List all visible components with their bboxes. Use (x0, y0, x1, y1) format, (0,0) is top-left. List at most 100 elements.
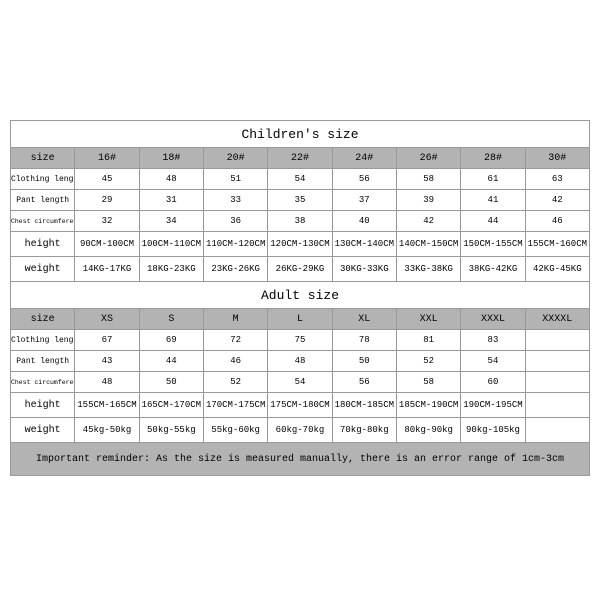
a-w-2: 55kg-60kg (203, 418, 267, 443)
c-ht-3: 120CM-130CM (268, 232, 332, 257)
c-cl-2: 51 (203, 169, 267, 190)
children-weight-label: weight (11, 257, 75, 282)
a-cl-3: 75 (268, 330, 332, 351)
c-ht-5: 140CM-150CM (396, 232, 460, 257)
reminder-row: Important reminder: As the size is measu… (11, 443, 590, 476)
c-ht-6: 150CM-155CM (461, 232, 525, 257)
a-ch-1: 50 (139, 372, 203, 393)
a-w-0: 45kg-50kg (75, 418, 139, 443)
a-ht-2: 170CM-175CM (203, 393, 267, 418)
c-ch-5: 42 (396, 211, 460, 232)
children-pant-row: Pant length 29 31 33 35 37 39 41 42 (11, 190, 590, 211)
c-cl-0: 45 (75, 169, 139, 190)
a-p-5: 52 (396, 351, 460, 372)
c-ch-0: 32 (75, 211, 139, 232)
children-size-label: size (11, 148, 75, 169)
adult-chest-row: Chest circumference 1/2 48 50 52 54 56 5… (11, 372, 590, 393)
a-ht-5: 185CM-190CM (396, 393, 460, 418)
c-h-5: 26# (396, 148, 460, 169)
a-w-4: 70kg-80kg (332, 418, 396, 443)
c-p-6: 41 (461, 190, 525, 211)
size-table: Children's size size 16# 18# 20# 22# 24#… (10, 120, 590, 476)
children-header: size 16# 18# 20# 22# 24# 26# 28# 30# (11, 148, 590, 169)
a-w-1: 50kg-55kg (139, 418, 203, 443)
children-weight-row: weight 14KG-17KG 18KG-23KG 23KG-26KG 26K… (11, 257, 590, 282)
c-w-3: 26KG-29KG (268, 257, 332, 282)
a-h-0: XS (75, 309, 139, 330)
adult-clothing-label: Clothing length (11, 330, 75, 351)
adult-height-row: height 155CM-165CM 165CM-170CM 170CM-175… (11, 393, 590, 418)
a-w-5: 80kg-90kg (396, 418, 460, 443)
c-h-4: 24# (332, 148, 396, 169)
c-cl-5: 58 (396, 169, 460, 190)
a-p-0: 43 (75, 351, 139, 372)
a-h-3: L (268, 309, 332, 330)
size-chart-container: Children's size size 16# 18# 20# 22# 24#… (10, 120, 590, 476)
c-ch-1: 34 (139, 211, 203, 232)
c-cl-1: 48 (139, 169, 203, 190)
adult-weight-label: weight (11, 418, 75, 443)
children-title-row: Children's size (11, 121, 590, 148)
a-cl-2: 72 (203, 330, 267, 351)
c-ch-2: 36 (203, 211, 267, 232)
a-w-6: 90kg-105kg (461, 418, 525, 443)
adult-clothing-row: Clothing length 67 69 72 75 78 81 83 (11, 330, 590, 351)
a-cl-6: 83 (461, 330, 525, 351)
c-ht-2: 110CM-120CM (203, 232, 267, 257)
a-p-4: 50 (332, 351, 396, 372)
adult-title-row: Adult size (11, 282, 590, 309)
a-p-3: 48 (268, 351, 332, 372)
c-h-3: 22# (268, 148, 332, 169)
a-cl-4: 78 (332, 330, 396, 351)
a-ht-7 (525, 393, 589, 418)
c-h-2: 20# (203, 148, 267, 169)
c-h-7: 30# (525, 148, 589, 169)
a-ht-1: 165CM-170CM (139, 393, 203, 418)
adult-pant-row: Pant length 43 44 46 48 50 52 54 (11, 351, 590, 372)
a-p-7 (525, 351, 589, 372)
a-h-7: XXXXL (525, 309, 589, 330)
children-height-row: height 90CM-100CM 100CM-110CM 110CM-120C… (11, 232, 590, 257)
a-ht-6: 190CM-195CM (461, 393, 525, 418)
adult-height-label: height (11, 393, 75, 418)
a-cl-1: 69 (139, 330, 203, 351)
c-p-1: 31 (139, 190, 203, 211)
a-ch-3: 54 (268, 372, 332, 393)
c-h-6: 28# (461, 148, 525, 169)
c-ht-1: 100CM-110CM (139, 232, 203, 257)
c-cl-6: 61 (461, 169, 525, 190)
a-ch-4: 56 (332, 372, 396, 393)
a-p-6: 54 (461, 351, 525, 372)
a-ch-7 (525, 372, 589, 393)
c-p-3: 35 (268, 190, 332, 211)
a-h-4: XL (332, 309, 396, 330)
children-chest-row: Chest circumference 1/2 32 34 36 38 40 4… (11, 211, 590, 232)
c-cl-7: 63 (525, 169, 589, 190)
a-ht-3: 175CM-180CM (268, 393, 332, 418)
a-cl-5: 81 (396, 330, 460, 351)
a-h-5: XXL (396, 309, 460, 330)
c-ht-7: 155CM-160CM (525, 232, 589, 257)
c-w-7: 42KG-45KG (525, 257, 589, 282)
c-w-6: 38KG-42KG (461, 257, 525, 282)
c-p-7: 42 (525, 190, 589, 211)
c-h-1: 18# (139, 148, 203, 169)
c-cl-4: 56 (332, 169, 396, 190)
c-p-4: 37 (332, 190, 396, 211)
a-ht-0: 155CM-165CM (75, 393, 139, 418)
c-p-2: 33 (203, 190, 267, 211)
a-h-1: S (139, 309, 203, 330)
c-p-0: 29 (75, 190, 139, 211)
a-w-7 (525, 418, 589, 443)
c-ch-4: 40 (332, 211, 396, 232)
c-w-1: 18KG-23KG (139, 257, 203, 282)
a-ch-2: 52 (203, 372, 267, 393)
c-ch-6: 44 (461, 211, 525, 232)
a-cl-0: 67 (75, 330, 139, 351)
children-pant-label: Pant length (11, 190, 75, 211)
adult-header: size XS S M L XL XXL XXXL XXXXL (11, 309, 590, 330)
a-ch-0: 48 (75, 372, 139, 393)
a-h-6: XXXL (461, 309, 525, 330)
a-ch-5: 58 (396, 372, 460, 393)
children-height-label: height (11, 232, 75, 257)
